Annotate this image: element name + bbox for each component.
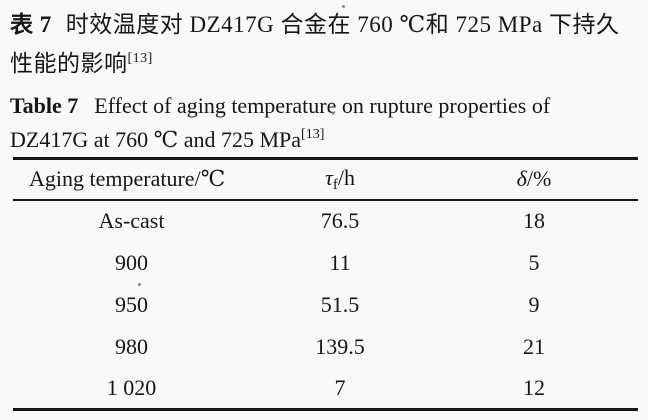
table-body: As-cast 76.5 18 900 11 5 950 51.5 9 980 … [13,200,638,410]
cell-aging-temperature: 1 020 [106,374,157,400]
caption-en-text-line2: DZ417G at 760 ℃ and 725 MPa [10,127,302,152]
table-row: 980 139.5 21 [13,326,638,368]
table-number-zh: 表 7 [10,12,52,37]
caption-en-text-line1: Effect of aging temperature on rupture p… [94,93,551,118]
table-header-row: Aging temperature/℃ τf/h δ/% [13,159,638,200]
cell-rupture-life: 11 [329,249,351,275]
cell-aging-temperature: 950 [115,291,148,317]
caption-zh-text-line2: 性能的影响 [10,51,128,76]
citation-ref-zh: [13] [127,51,153,66]
scan-speck [342,5,345,8]
header-aging-temperature: Aging temperature/℃ [29,166,226,192]
caption-english-line2: DZ417G at 760 ℃ and 725 MPa[13] [10,123,638,157]
cell-rupture-life: 139.5 [315,333,365,359]
cell-elongation: 12 [523,374,545,400]
citation-ref-en: [13] [301,127,325,142]
delta-unit: /% [526,166,552,192]
tau-symbol: τ [325,164,333,190]
cell-aging-temperature: 900 [115,249,148,275]
caption-english: Table 7 Effect of aging temperature on ru… [10,89,638,157]
caption-chinese: 表 7 时效温度对 DZ417G 合金在 760 ℃和 725 MPa 下持久 性… [10,5,638,83]
cell-elongation: 5 [528,249,540,275]
caption-chinese-line2: 性能的影响[13] [10,44,638,83]
table-row: 1 020 7 12 [13,368,638,410]
tau-unit: /h [337,164,355,190]
table-row: 900 11 5 [13,242,638,284]
cell-elongation: 9 [528,291,540,317]
rupture-properties-table: Aging temperature/℃ τf/h δ/% As-cast 76.… [13,157,638,411]
scan-speck [332,112,334,115]
cell-aging-temperature: As-cast [98,208,165,233]
table-number-en: Table 7 [10,93,79,118]
cell-elongation: 21 [523,333,545,359]
caption-zh-text-line1: 时效温度对 DZ417G 合金在 760 ℃和 725 MPa 下持久 [65,12,620,37]
cell-rupture-life: 7 [334,374,346,400]
cell-elongation: 18 [523,208,545,233]
cell-rupture-life: 51.5 [320,291,360,317]
header-elongation: δ/% [430,159,638,200]
table-row: 950 51.5 9 [13,284,638,326]
scan-speck [138,283,141,286]
delta-symbol: δ [516,166,527,192]
table-row: As-cast 76.5 18 [13,200,638,242]
caption-english-line1: Table 7 Effect of aging temperature on ru… [10,89,638,123]
cell-rupture-life: 76.5 [320,208,360,233]
tau-subscript: f [332,176,338,193]
cell-aging-temperature: 980 [115,333,148,359]
header-rupture-life: τf/h [250,159,430,200]
caption-chinese-line1: 表 7 时效温度对 DZ417G 合金在 760 ℃和 725 MPa 下持久 [10,5,638,44]
